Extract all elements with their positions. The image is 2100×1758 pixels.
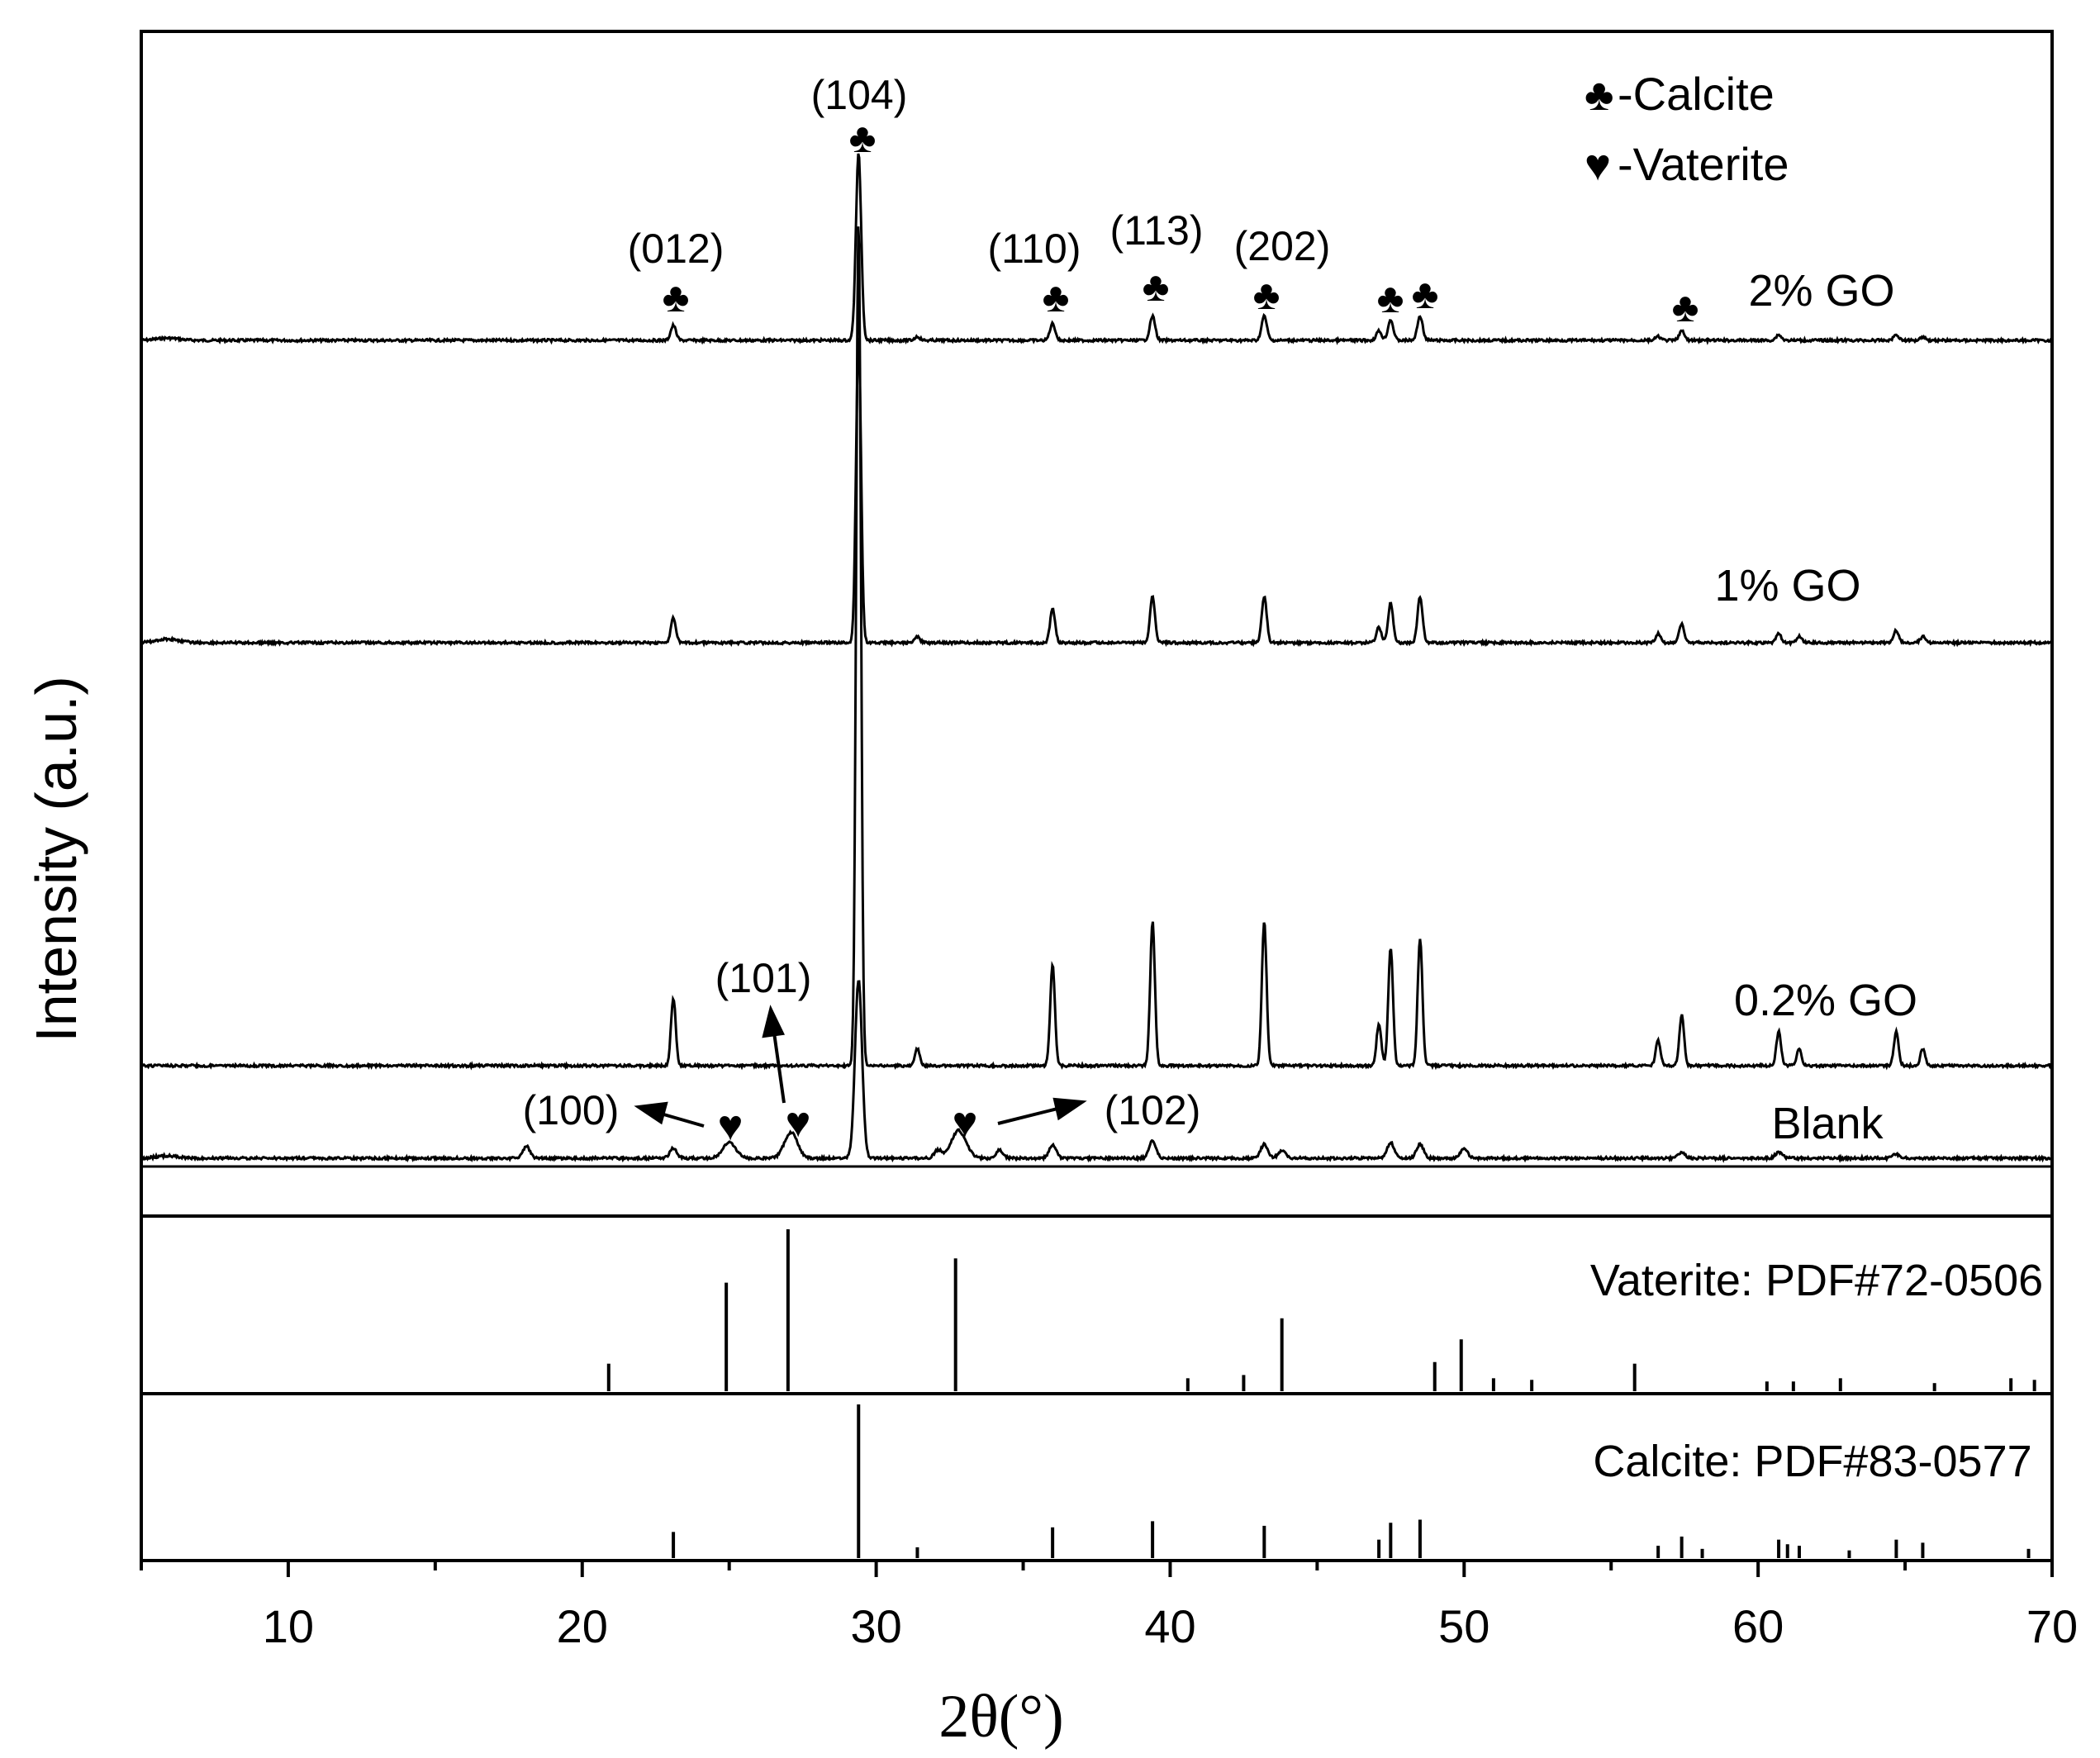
x-tick-label: 30 (850, 1600, 901, 1652)
xrd-series (140, 153, 2052, 1163)
series-line-blank (140, 980, 2052, 1163)
arrow-101-head (762, 1005, 785, 1038)
annotation-arrows (634, 1005, 1087, 1128)
calcite-marker: ♣ (1253, 272, 1280, 318)
series-label-blank: Blank (1771, 1099, 1884, 1148)
legend-calcite-label: -Calcite (1618, 68, 1775, 120)
peak-label-110: (110) (987, 226, 1081, 272)
arrow-102 (997, 1107, 1058, 1125)
series-line-0-2-go (140, 226, 2052, 1071)
x-tick-label: 50 (1438, 1600, 1489, 1652)
reference-label-calcite: Calcite: PDF#83-0577 (1593, 1437, 2031, 1486)
vaterite-marker: ♥ (953, 1099, 978, 1147)
y-axis-title: Intensity (a.u.) (24, 676, 88, 1043)
peak-label-113: (113) (1109, 207, 1203, 254)
peak-label-202: (202) (1234, 223, 1331, 269)
calcite-reference-frame (140, 1392, 2054, 1562)
vaterite-marker: ♥ (786, 1099, 811, 1147)
calcite-marker: ♣ (849, 115, 877, 161)
calcite-marker: ♣ (1043, 274, 1070, 321)
calcite-marker: ♣ (663, 274, 690, 321)
x-axis-tick-labels: 10 20 30 40 50 60 70 (263, 1600, 2078, 1652)
series-label-2-go: 2% GO (1748, 266, 1894, 316)
x-tick-label: 40 (1144, 1600, 1195, 1652)
calcite-marker: ♣ (1143, 264, 1170, 310)
x-tick-label: 20 (557, 1600, 608, 1652)
vaterite-peak-markers: ♥ ♥ ♥ (718, 1099, 978, 1150)
x-axis-title: 2θ(°) (938, 1683, 1063, 1751)
arrow-100-head (634, 1101, 668, 1125)
x-axis-ticks (140, 1561, 2054, 1577)
legend-vaterite-label: -Vaterite (1618, 138, 1789, 190)
legend-calcite-symbol: ♣ (1585, 70, 1613, 120)
peak-label-012: (012) (628, 226, 725, 272)
calcite-marker: ♣ (1377, 275, 1404, 321)
reference-lines (606, 1229, 2036, 1558)
main-plot-frame (140, 30, 2054, 1218)
calcite-peak-markers: ♣ ♣ ♣ ♣ ♣ ♣ ♣ ♣ (663, 115, 1699, 330)
legend: ♣ -Calcite ♥ -Vaterite (1585, 68, 1789, 190)
arrow-101 (772, 1032, 786, 1104)
peak-label-104: (104) (811, 72, 908, 118)
x-tick-label: 60 (1732, 1600, 1784, 1652)
series-label-1-go: 1% GO (1714, 561, 1860, 611)
series-line-1-go (140, 337, 2052, 648)
series-line-2-go (140, 153, 2052, 345)
calcite-marker: ♣ (1412, 271, 1439, 317)
peak-label-100: (100) (523, 1087, 620, 1133)
legend-vaterite-symbol: ♥ (1585, 140, 1611, 190)
arrow-102-head (1052, 1097, 1087, 1121)
vaterite-marker: ♥ (718, 1102, 744, 1150)
reference-label-vaterite: Vaterite: PDF#72-0506 (1590, 1256, 2043, 1305)
series-label-0-2-go: 0.2% GO (1734, 976, 1917, 1025)
arrow-100 (660, 1112, 705, 1128)
calcite-marker: ♣ (1672, 284, 1699, 330)
peak-label-101: (101) (715, 955, 812, 1001)
x-tick-label: 70 (2026, 1600, 2078, 1652)
x-tick-label: 10 (263, 1600, 314, 1652)
peak-label-102: (102) (1105, 1087, 1201, 1133)
